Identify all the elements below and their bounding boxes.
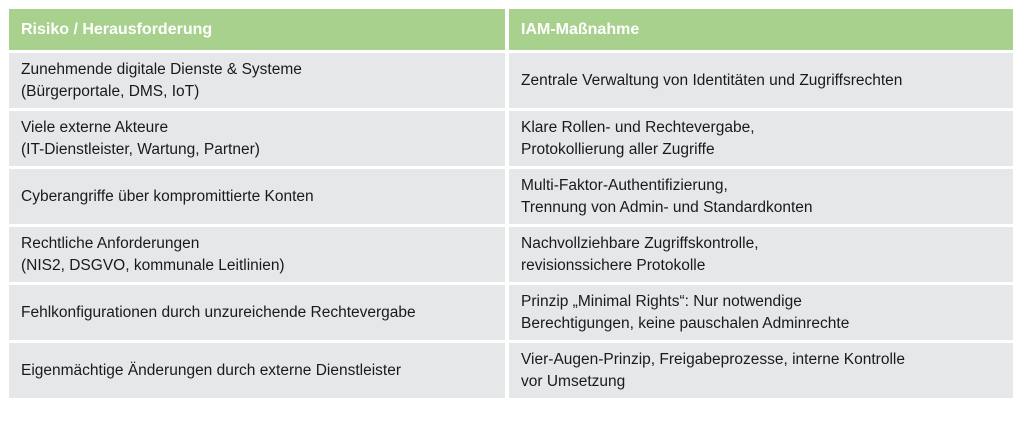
header-measure: IAM-Maßnahme (509, 9, 1013, 50)
header-risk: Risiko / Herausforderung (9, 9, 505, 50)
measure-text: Klare Rollen- und Rechtevergabe, Protoko… (521, 118, 755, 158)
risk-cell: Viele externe Akteure (IT-Dienstleister,… (9, 111, 505, 166)
table-row: Fehlkonfigurationen durch unzureichende … (9, 285, 1013, 340)
iam-risk-table: Risiko / Herausforderung IAM-Maßnahme Zu… (9, 9, 1013, 401)
risk-text: Zunehmende digitale Dienste & Systeme (B… (21, 60, 302, 100)
table-row: Cyberangriffe über kompromittierte Konte… (9, 169, 1013, 224)
risk-cell: Eigenmächtige Änderungen durch externe D… (9, 343, 505, 398)
risk-text: Rechtliche Anforderungen (NIS2, DSGVO, k… (21, 234, 285, 274)
measure-text: Nachvollziehbare Zugriffskontrolle, revi… (521, 234, 759, 274)
measure-cell: Prinzip „Minimal Rights“: Nur notwendige… (509, 285, 1013, 340)
table-header-row: Risiko / Herausforderung IAM-Maßnahme (9, 9, 1013, 50)
table-row: Zunehmende digitale Dienste & Systeme (B… (9, 53, 1013, 108)
table-row: Viele externe Akteure (IT-Dienstleister,… (9, 111, 1013, 166)
measure-cell: Klare Rollen- und Rechtevergabe, Protoko… (509, 111, 1013, 166)
risk-cell: Fehlkonfigurationen durch unzureichende … (9, 285, 505, 340)
risk-cell: Zunehmende digitale Dienste & Systeme (B… (9, 53, 505, 108)
risk-text: Fehlkonfigurationen durch unzureichende … (21, 303, 416, 321)
measure-text: Multi-Faktor-Authentifizierung, Trennung… (521, 176, 813, 216)
measure-cell: Multi-Faktor-Authentifizierung, Trennung… (509, 169, 1013, 224)
table-row: Eigenmächtige Änderungen durch externe D… (9, 343, 1013, 398)
risk-text: Cyberangriffe über kompromittierte Konte… (21, 187, 314, 205)
risk-cell: Rechtliche Anforderungen (NIS2, DSGVO, k… (9, 227, 505, 282)
measure-text: Vier-Augen-Prinzip, Freigabeprozesse, in… (521, 350, 905, 390)
measure-cell: Nachvollziehbare Zugriffskontrolle, revi… (509, 227, 1013, 282)
measure-text: Zentrale Verwaltung von Identitäten und … (521, 71, 903, 89)
measure-cell: Zentrale Verwaltung von Identitäten und … (509, 53, 1013, 108)
risk-text: Eigenmächtige Änderungen durch externe D… (21, 361, 401, 379)
measure-cell: Vier-Augen-Prinzip, Freigabeprozesse, in… (509, 343, 1013, 398)
risk-cell: Cyberangriffe über kompromittierte Konte… (9, 169, 505, 224)
risk-text: Viele externe Akteure (IT-Dienstleister,… (21, 118, 260, 158)
table-row: Rechtliche Anforderungen (NIS2, DSGVO, k… (9, 227, 1013, 282)
measure-text: Prinzip „Minimal Rights“: Nur notwendige… (521, 292, 850, 332)
